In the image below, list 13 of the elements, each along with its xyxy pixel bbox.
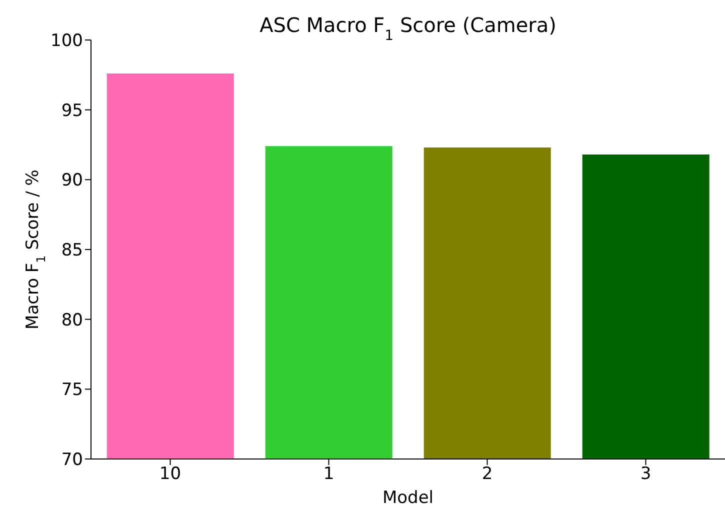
y-tick-label: 75 — [61, 380, 83, 400]
chart-title: ASC Macro F$_{1}$ Score (Camera) — [260, 13, 556, 44]
x-tick-label: 1 — [323, 464, 334, 484]
x-tick-label: 3 — [640, 464, 652, 484]
x-tick-label: 2 — [482, 464, 493, 484]
y-tick-label: 90 — [61, 170, 83, 191]
y-tick-label: 70 — [61, 450, 83, 470]
y-tick-label: 85 — [61, 240, 83, 261]
y-tick-label: 95 — [61, 100, 83, 121]
x-tick-label: 10 — [159, 464, 182, 484]
y-tick-label: 100 — [50, 31, 83, 52]
x-axis-title: Model — [382, 488, 434, 508]
y-tick-label: 80 — [61, 310, 83, 330]
